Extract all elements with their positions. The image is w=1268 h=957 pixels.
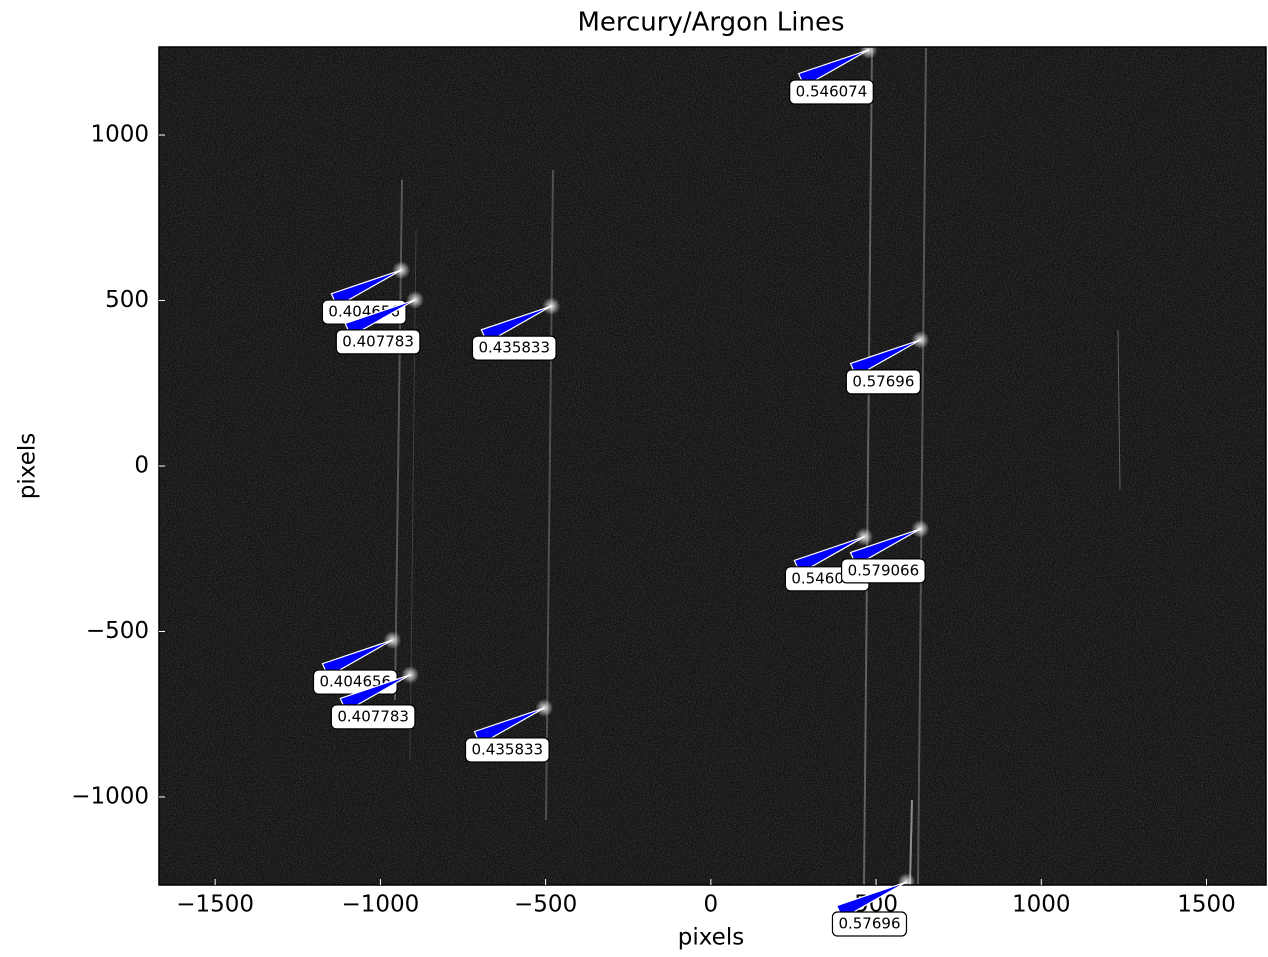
annotation: 0.407783 bbox=[330, 704, 416, 730]
streak bbox=[909, 799, 913, 885]
annotation-box bbox=[464, 737, 550, 763]
annotation: 0.57696 bbox=[831, 911, 908, 937]
annotation-label: 0.435833 bbox=[472, 740, 544, 758]
annotation-label: 0.435833 bbox=[478, 339, 550, 357]
image-noise bbox=[159, 47, 1266, 885]
annotation-label: 0.407783 bbox=[342, 332, 414, 350]
x-tick-label: 1500 bbox=[1177, 892, 1236, 918]
y-tick-label: 0 bbox=[134, 453, 149, 479]
annotation-label: 0.57696 bbox=[838, 915, 900, 933]
annotation-box bbox=[335, 329, 421, 355]
annotation-label: 0.579066 bbox=[848, 561, 920, 579]
streak bbox=[1117, 329, 1121, 491]
chart-title: Mercury/Argon Lines bbox=[577, 8, 844, 38]
x-tick-label: −500 bbox=[514, 892, 577, 918]
annotation-label: 0.57696 bbox=[852, 372, 914, 390]
y-tick-label: −1000 bbox=[71, 783, 149, 809]
x-tick-label: −1500 bbox=[176, 892, 254, 918]
y-axis-label: pixels bbox=[15, 433, 41, 499]
annotation-box bbox=[789, 79, 874, 105]
annotation: 0.404656 bbox=[312, 669, 398, 695]
annotation-label: 0.407783 bbox=[337, 707, 409, 725]
y-tick-label: 500 bbox=[105, 287, 149, 313]
annotation: 0.435833 bbox=[471, 335, 557, 361]
line-spot bbox=[897, 873, 916, 885]
streak bbox=[863, 47, 873, 885]
image bbox=[159, 47, 1266, 885]
x-tick-label: 1000 bbox=[1012, 892, 1071, 918]
annotation-label: 0.546074 bbox=[796, 82, 868, 100]
x-tick-label: −1000 bbox=[341, 892, 419, 918]
annotation-box bbox=[845, 369, 921, 395]
annotation: 0.546074 bbox=[789, 79, 874, 105]
annotation: 0.579066 bbox=[840, 558, 926, 584]
annotation-box bbox=[330, 704, 416, 730]
x-axis-label: pixels bbox=[678, 925, 744, 951]
x-tick-label: 0 bbox=[704, 892, 719, 918]
annotation-box bbox=[831, 911, 908, 937]
annotation: 0.435833 bbox=[464, 737, 550, 763]
annotation-box bbox=[471, 335, 557, 361]
annotation-box bbox=[840, 558, 926, 584]
streak bbox=[917, 47, 927, 885]
y-tick-label: −500 bbox=[86, 618, 149, 644]
annotation: 0.57696 bbox=[845, 369, 921, 395]
y-tick-label: 1000 bbox=[90, 122, 149, 148]
line-spot bbox=[859, 47, 878, 59]
annotation-label: 0.404656 bbox=[320, 673, 392, 691]
annotation: 0.407783 bbox=[335, 329, 421, 355]
